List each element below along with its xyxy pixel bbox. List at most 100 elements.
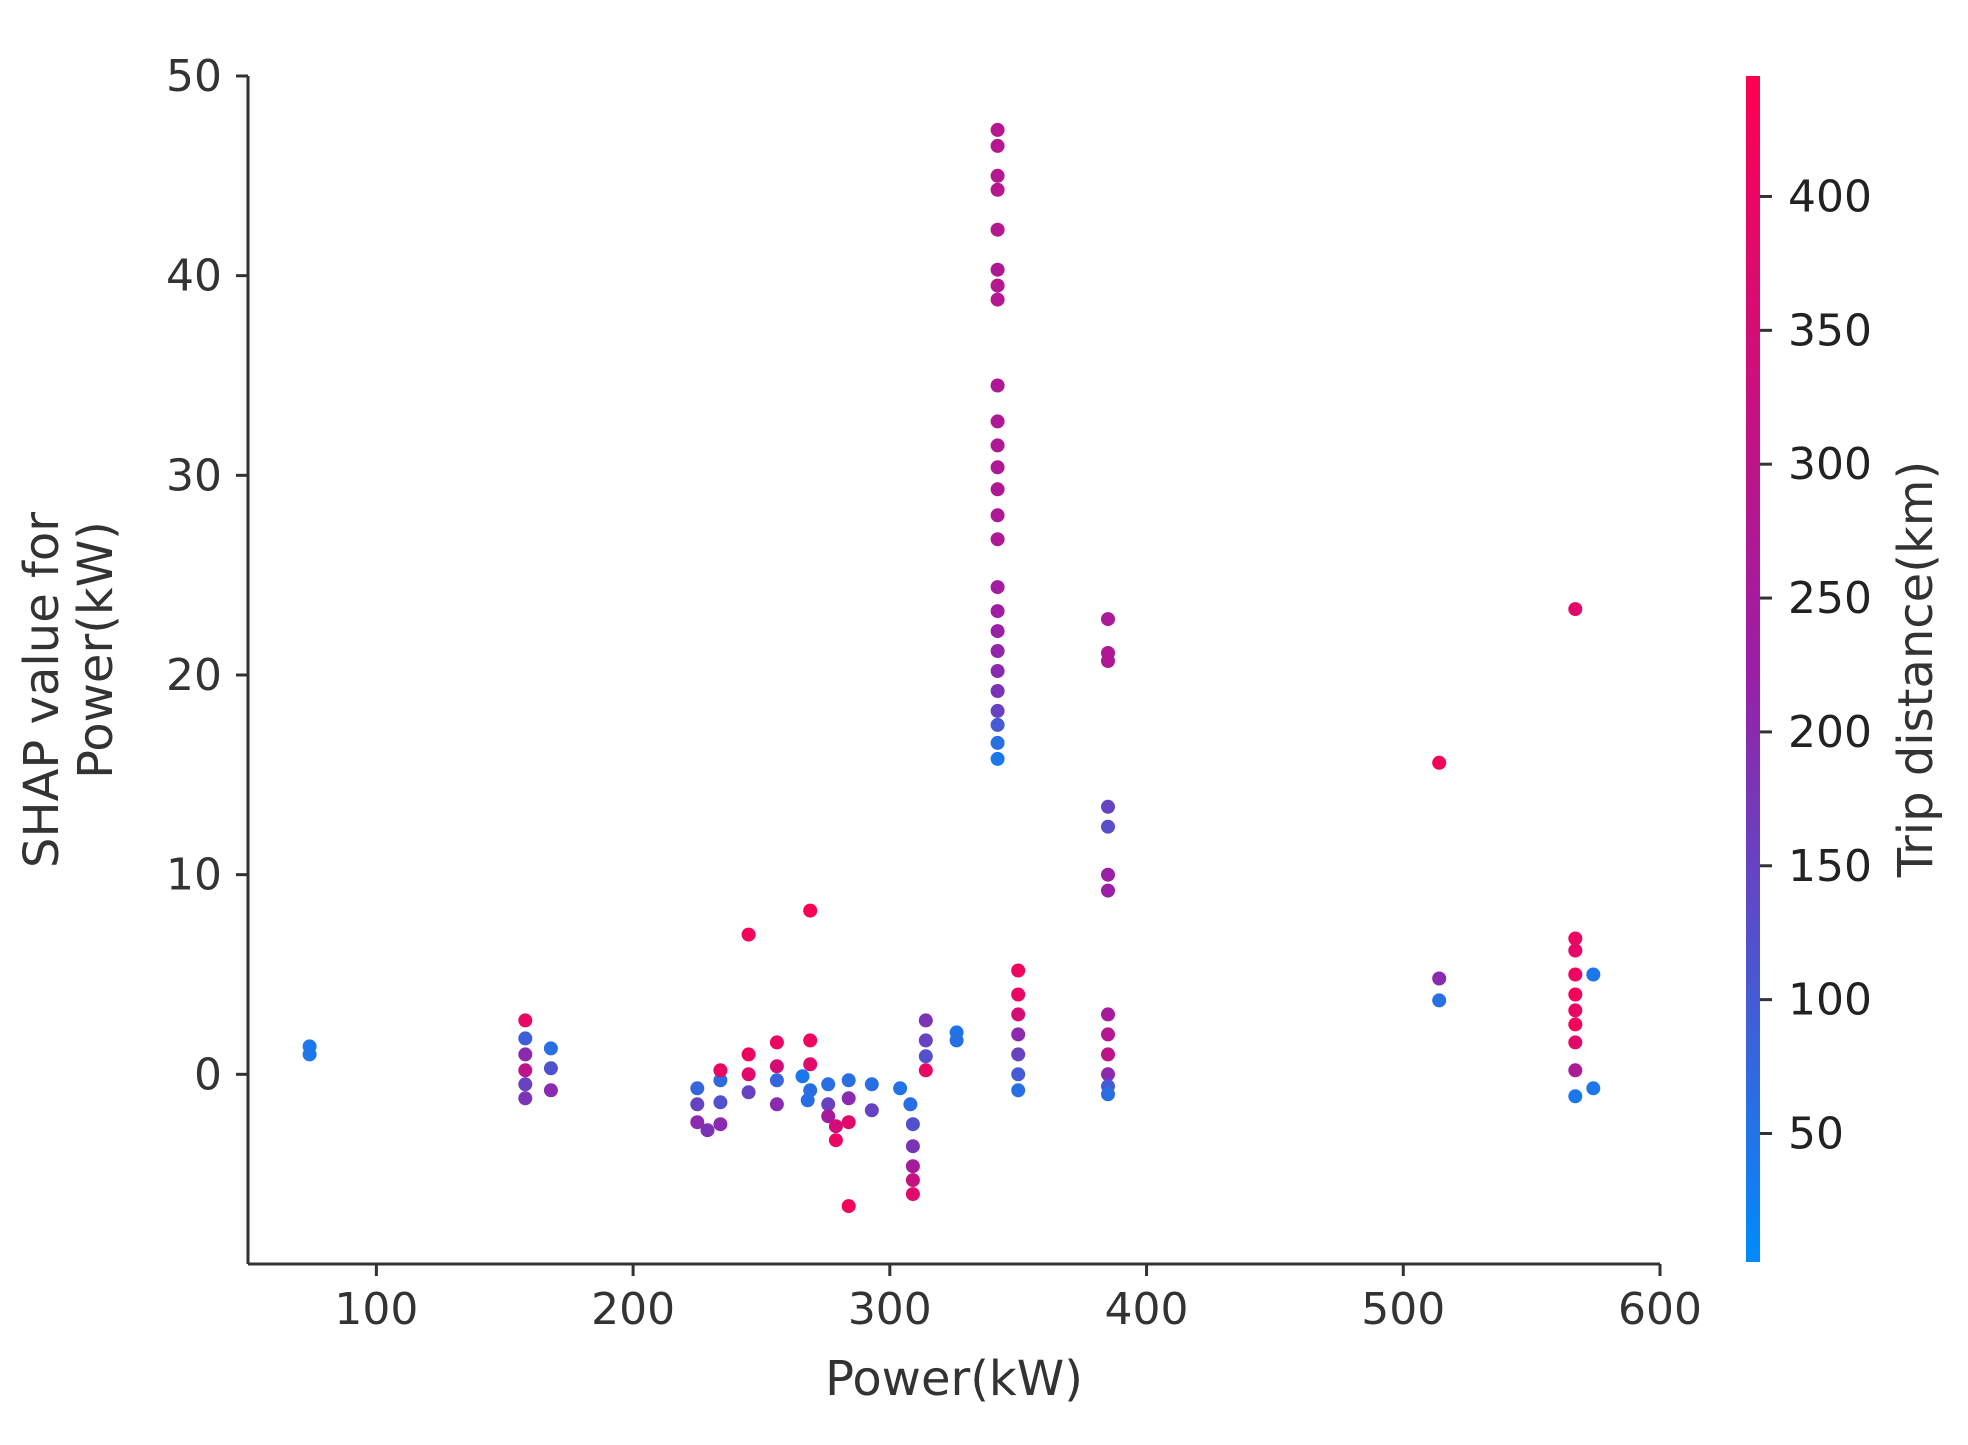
data-point: [1568, 943, 1583, 958]
data-point: [990, 182, 1005, 197]
data-point: [1568, 1035, 1583, 1050]
data-point: [821, 1097, 836, 1112]
data-point: [918, 1063, 933, 1078]
data-point: [518, 1063, 533, 1078]
data-point: [918, 1033, 933, 1048]
data-point: [990, 138, 1005, 153]
data-point: [1101, 1027, 1115, 1042]
data-point: [518, 1077, 533, 1092]
data-point: [1101, 1087, 1115, 1102]
data-point: [990, 532, 1005, 547]
colorbar-ticks: 50 100 150 200 250 300 350 400: [1760, 171, 1872, 1159]
data-point: [795, 1069, 810, 1084]
data-point: [543, 1061, 558, 1076]
data-point: [518, 1013, 533, 1028]
data-point: [841, 1199, 856, 1214]
y-tick-label: 50: [166, 51, 222, 102]
data-point: [990, 168, 1005, 183]
colorbar-tick-label: 300: [1788, 439, 1872, 490]
data-point: [990, 735, 1005, 750]
data-point: [821, 1077, 836, 1092]
data-point: [990, 122, 1005, 137]
data-point: [1586, 967, 1601, 982]
data-point: [893, 1081, 908, 1096]
data-point: [1568, 967, 1583, 982]
data-point: [1101, 867, 1115, 882]
data-point: [841, 1091, 856, 1106]
x-axis-title: Power(kW): [825, 1351, 1083, 1407]
data-point: [990, 664, 1005, 678]
data-point: [990, 703, 1005, 718]
data-point: [769, 1035, 784, 1050]
data-point: [990, 580, 1005, 595]
data-point: [828, 1119, 843, 1134]
data-point: [905, 1187, 920, 1202]
data-point: [803, 903, 818, 918]
data-point: [864, 1103, 879, 1118]
data-point: [821, 1109, 836, 1124]
data-point: [543, 1041, 558, 1056]
x-tick-label: 600: [1618, 1284, 1702, 1335]
colorbar-tick-label: 50: [1788, 1108, 1844, 1159]
data-point: [990, 222, 1005, 237]
data-point: [1101, 883, 1115, 898]
colorbar-title: Trip distance(km): [1888, 461, 1944, 878]
data-point: [990, 684, 1005, 698]
data-point: [841, 1073, 856, 1088]
data-point: [769, 1097, 784, 1112]
data-point: [1432, 993, 1447, 1008]
data-point: [1568, 602, 1583, 617]
data-point: [828, 1133, 843, 1148]
data-point: [1011, 1083, 1026, 1098]
data-point: [1432, 971, 1447, 986]
colorbar-tick-label: 350: [1788, 305, 1872, 356]
data-point: [713, 1073, 728, 1088]
data-point: [1586, 1081, 1601, 1096]
data-point: [1101, 799, 1115, 814]
data-point: [990, 717, 1005, 732]
data-point: [803, 1057, 818, 1072]
data-point: [518, 1091, 533, 1106]
data-point: [1568, 1063, 1583, 1078]
data-point: [990, 378, 1005, 393]
data-point: [700, 1123, 715, 1138]
data-point: [1011, 1007, 1026, 1022]
data-point: [903, 1097, 918, 1112]
data-point: [803, 1083, 818, 1098]
data-point: [713, 1095, 728, 1110]
data-point: [518, 1047, 533, 1062]
colorbar-tick-label: 400: [1788, 171, 1872, 222]
data-point: [1432, 755, 1447, 770]
x-tick-label: 400: [1105, 1284, 1189, 1335]
data-point: [1568, 1003, 1583, 1018]
data-point: [905, 1139, 920, 1154]
data-point: [990, 460, 1005, 475]
data-point: [769, 1059, 784, 1074]
data-point: [690, 1081, 705, 1096]
data-point: [990, 644, 1005, 658]
colorbar-tick-label: 150: [1788, 841, 1872, 892]
data-point: [990, 262, 1005, 277]
y-tick-label: 10: [166, 850, 222, 901]
axes-layer: 100 200 300 400 500 600 0 10 20 30 40 50: [166, 51, 1702, 1335]
data-point: [1101, 654, 1115, 668]
data-point: [864, 1077, 879, 1092]
data-point: [741, 1085, 756, 1100]
data-point: [302, 1047, 317, 1062]
data-point: [1011, 987, 1026, 1002]
data-point: [1011, 1047, 1026, 1062]
data-point: [1101, 1067, 1115, 1082]
data-point: [741, 1067, 756, 1082]
colorbar-tick-label: 200: [1788, 707, 1872, 758]
data-point: [905, 1117, 920, 1132]
data-point: [1101, 612, 1115, 627]
data-point: [990, 292, 1005, 307]
data-point: [690, 1115, 705, 1130]
y-tick-label: 30: [166, 450, 222, 501]
data-point: [1101, 1047, 1115, 1062]
data-point: [690, 1097, 705, 1112]
y-axis-title-line2: Power(kW): [68, 521, 124, 779]
data-point: [949, 1033, 964, 1048]
